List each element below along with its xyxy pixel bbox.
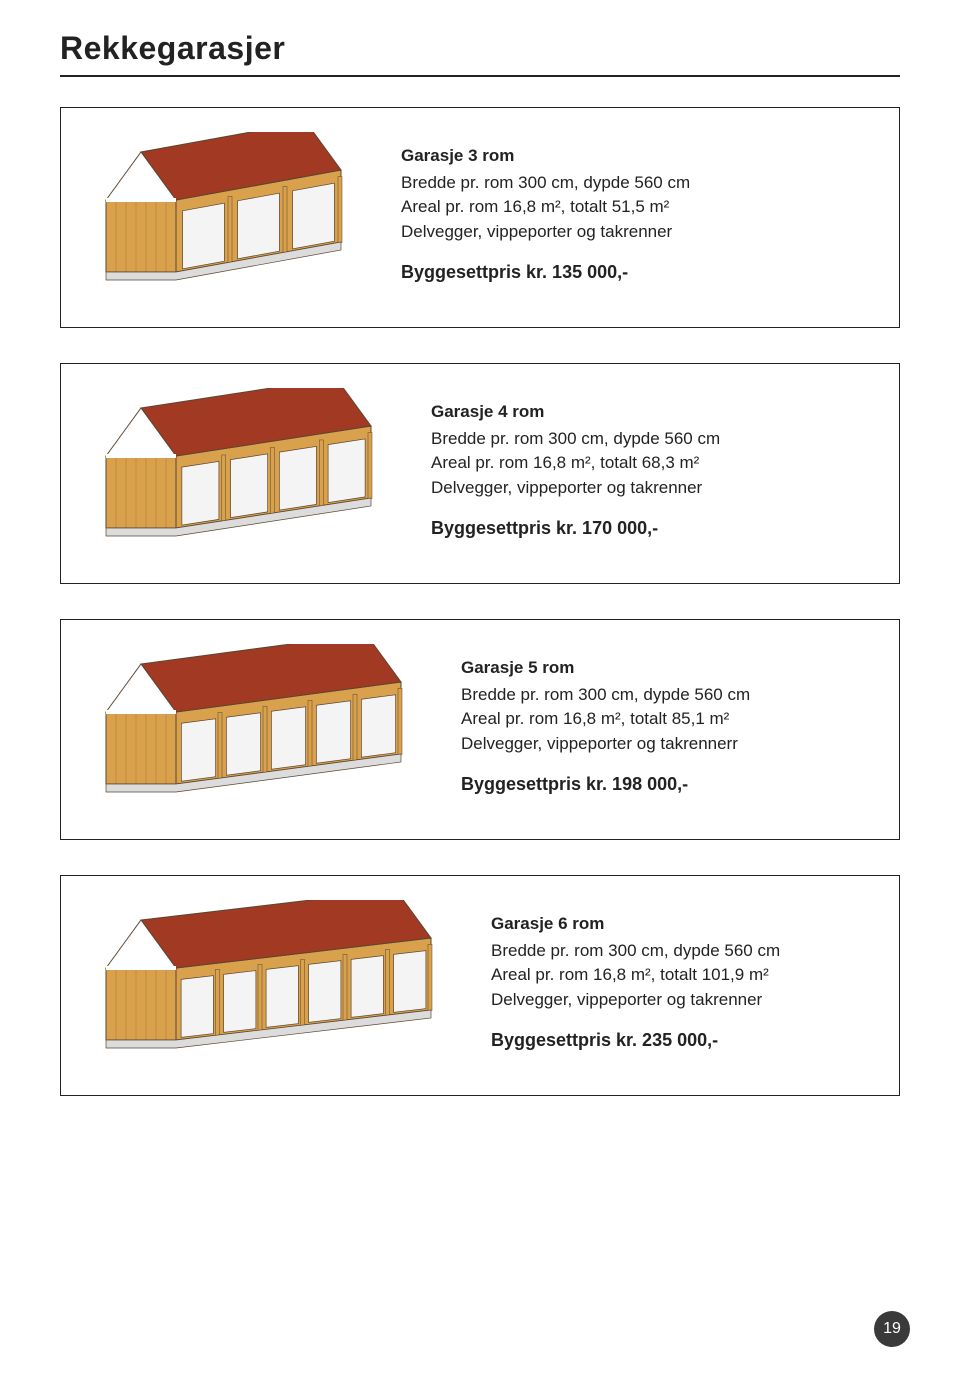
product-extras: Delvegger, vippeporter og takrenner: [431, 476, 869, 501]
product-name: Garasje 4 rom: [431, 400, 869, 425]
product-info: Garasje 5 rom Bredde pr. rom 300 cm, dyp…: [461, 656, 869, 797]
product-extras: Delvegger, vippeporter og takrenner: [401, 220, 869, 245]
product-info: Garasje 6 rom Bredde pr. rom 300 cm, dyp…: [491, 912, 869, 1053]
garage-illustration: [91, 132, 361, 292]
product-dims: Bredde pr. rom 300 cm, dypde 560 cm: [491, 939, 869, 964]
product-card: Garasje 4 rom Bredde pr. rom 300 cm, dyp…: [60, 363, 900, 584]
product-area: Areal pr. rom 16,8 m², totalt 101,9 m²: [491, 963, 869, 988]
product-price: Byggesettpris kr. 135 000,-: [401, 259, 869, 285]
product-name: Garasje 6 rom: [491, 912, 869, 937]
product-illustration: [91, 644, 421, 809]
product-card: Garasje 3 rom Bredde pr. rom 300 cm, dyp…: [60, 107, 900, 328]
product-price: Byggesettpris kr. 170 000,-: [431, 515, 869, 541]
product-card: Garasje 6 rom Bredde pr. rom 300 cm, dyp…: [60, 875, 900, 1096]
product-info: Garasje 3 rom Bredde pr. rom 300 cm, dyp…: [401, 144, 869, 285]
page-title: Rekkegarasjer: [60, 30, 900, 77]
product-price: Byggesettpris kr. 198 000,-: [461, 771, 869, 797]
garage-illustration: [91, 900, 451, 1060]
product-dims: Bredde pr. rom 300 cm, dypde 560 cm: [401, 171, 869, 196]
product-area: Areal pr. rom 16,8 m², totalt 85,1 m²: [461, 707, 869, 732]
garage-illustration: [91, 644, 421, 804]
product-illustration: [91, 388, 391, 553]
product-dims: Bredde pr. rom 300 cm, dypde 560 cm: [461, 683, 869, 708]
product-name: Garasje 5 rom: [461, 656, 869, 681]
product-extras: Delvegger, vippeporter og takrennerr: [461, 732, 869, 757]
page-number-badge: 19: [874, 1311, 910, 1347]
product-info: Garasje 4 rom Bredde pr. rom 300 cm, dyp…: [431, 400, 869, 541]
product-extras: Delvegger, vippeporter og takrenner: [491, 988, 869, 1013]
product-area: Areal pr. rom 16,8 m², totalt 51,5 m²: [401, 195, 869, 220]
product-illustration: [91, 132, 361, 297]
product-price: Byggesettpris kr. 235 000,-: [491, 1027, 869, 1053]
garage-illustration: [91, 388, 391, 548]
product-area: Areal pr. rom 16,8 m², totalt 68,3 m²: [431, 451, 869, 476]
product-illustration: [91, 900, 451, 1065]
product-dims: Bredde pr. rom 300 cm, dypde 560 cm: [431, 427, 869, 452]
product-card: Garasje 5 rom Bredde pr. rom 300 cm, dyp…: [60, 619, 900, 840]
product-name: Garasje 3 rom: [401, 144, 869, 169]
